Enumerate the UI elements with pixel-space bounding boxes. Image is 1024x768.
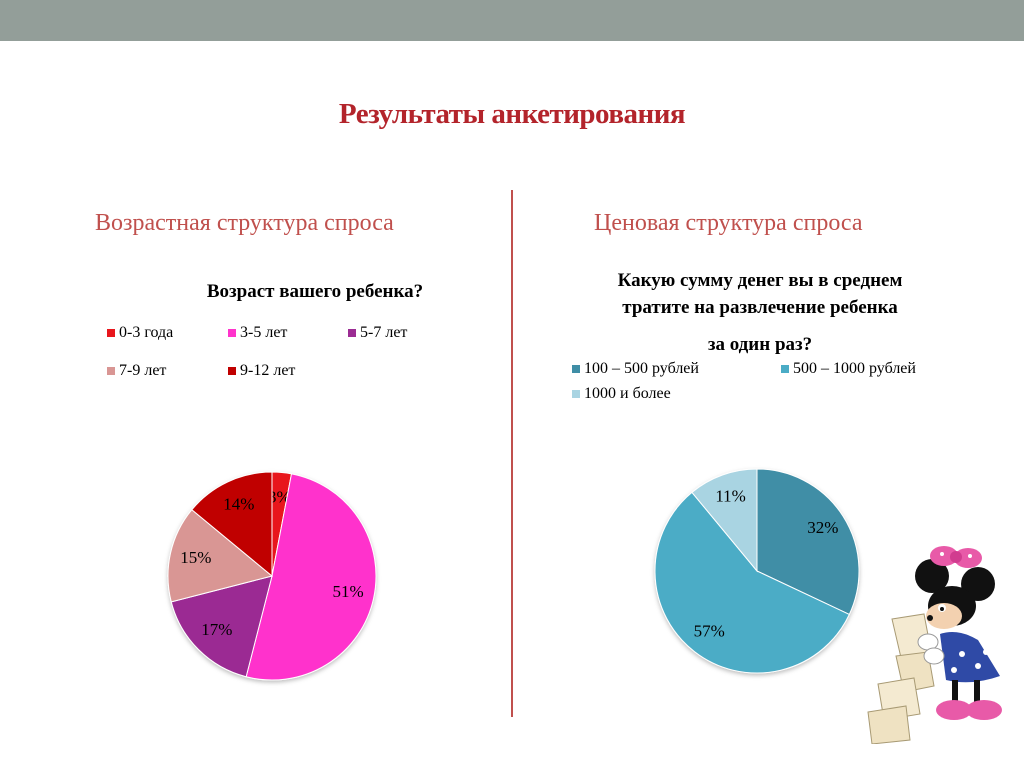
pie-slice-2 [691,468,758,573]
price-chart-title: Какую сумму денег вы в среднем тратите н… [560,267,960,358]
pie-data-label-2: 17% [201,620,232,639]
leg [952,680,958,704]
legend-swatch [107,329,115,337]
price-chart-title-line-3: за один раз? [707,334,813,355]
legend-swatch [572,390,580,398]
left-ear [915,559,949,593]
pie-slice-1 [654,491,850,674]
pie-slice-1 [245,473,377,681]
pie-data-label-1: 57% [694,622,725,641]
pie-slice-0 [756,468,860,616]
mouse-mascot-illustration [867,546,1002,744]
legend-label: 9-12 лет [240,362,296,379]
bow-shape [930,546,982,568]
legend-item-9-12: 9-12 лет [228,362,295,380]
legend-item-3-5: 3-5 лет [228,324,287,342]
leg [974,680,980,704]
legend-item-0-3: 0-3 года [107,324,173,342]
legend-item-7-9: 7-9 лет [107,362,166,380]
scroll-shape [867,613,935,744]
legend-swatch [348,329,356,337]
pie-slice-4 [191,471,273,578]
pie-slice-3 [167,509,274,603]
legend-label: 5-7 лет [360,324,408,341]
legend-swatch [228,367,236,375]
legend-item-1000-plus: 1000 и более [572,385,671,403]
legend-swatch [572,365,580,373]
legend-item-100-500: 100 – 500 рублей [572,360,699,378]
legend-label: 1000 и более [584,385,671,402]
pie-data-label-3: 15% [180,548,211,567]
nose [927,615,933,621]
left-section-heading: Возрастная структура спроса [95,210,394,236]
column-divider [511,190,513,717]
dress-shape [940,632,1000,683]
shoe [966,700,1002,720]
legend-label: 7-9 лет [119,362,167,379]
legend-swatch [228,329,236,337]
pie-data-label-2: 11% [715,487,746,506]
age-pie-chart: 3% 51% 17% 15% 14% [167,471,377,681]
price-chart-title-line-1: Какую сумму денег вы в среднем [617,270,903,291]
pie-data-label-0: 3% [268,487,291,506]
legend-label: 3-5 лет [240,324,288,341]
legend-swatch [781,365,789,373]
pie-data-label-1: 51% [333,582,364,601]
pie-data-label-4: 14% [223,494,254,513]
slide-title: Результаты анкетирования [338,98,686,130]
right-section-heading: Ценовая структура спроса [594,210,863,236]
pupil [940,607,944,611]
price-pie-chart: 32% 57% 11% [654,468,860,674]
price-chart-title-line-2: тратите на развлечение ребенка [622,297,898,318]
legend-swatch [107,367,115,375]
legend-label: 100 – 500 рублей [584,360,699,377]
legend-item-5-7: 5-7 лет [348,324,407,342]
shoe [936,700,972,720]
pie-data-label-0: 32% [807,518,838,537]
legend-label: 0-3 года [119,324,174,341]
glove [923,647,945,665]
age-chart-title: Возраст вашего ребенка? [206,281,424,302]
face-shape [926,603,962,629]
legend-label: 500 – 1000 рублей [793,360,916,377]
pie-slice-2 [170,575,273,678]
legend-item-500-1000: 500 – 1000 рублей [781,360,916,378]
top-bar [0,0,1024,41]
